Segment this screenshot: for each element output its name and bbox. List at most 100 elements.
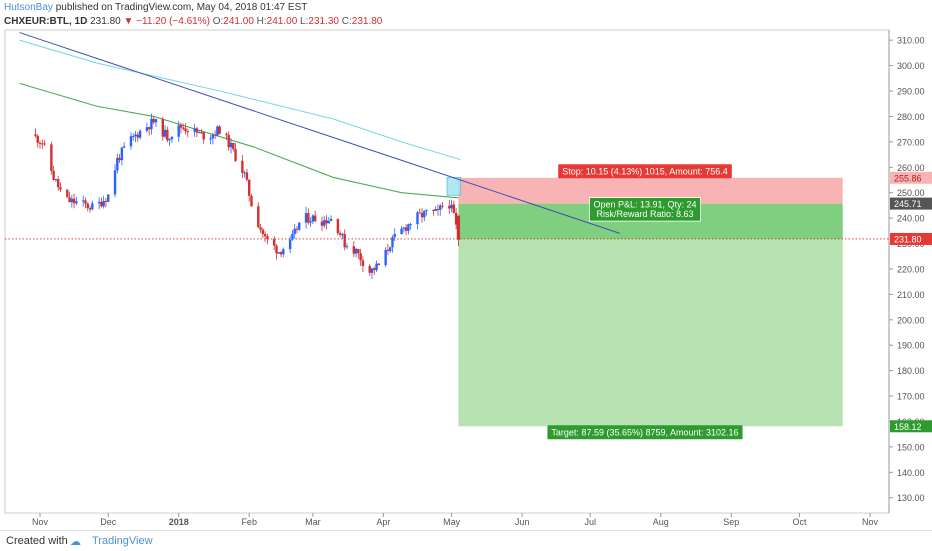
trend-line[interactable] <box>19 32 621 234</box>
y-tick-label: 300.00 <box>897 61 925 71</box>
candle-body <box>122 146 126 148</box>
candle-body <box>41 143 44 145</box>
candle-body <box>161 119 164 137</box>
candle-body <box>425 209 428 211</box>
candle-body <box>88 208 92 210</box>
candle-body <box>423 210 426 218</box>
candle-body <box>257 206 260 228</box>
candle-body <box>182 127 185 129</box>
publish-info: published on TradingView.com, May 04, 20… <box>55 2 308 13</box>
candle-body <box>91 203 94 210</box>
candle-body <box>145 127 149 131</box>
candle-body <box>370 268 374 273</box>
price-tag: 255.86 <box>894 173 922 183</box>
y-tick-label: 180.00 <box>897 366 925 376</box>
target-label-box <box>547 425 743 440</box>
ma-fast-line[interactable] <box>19 82 459 199</box>
candle-body <box>357 248 360 254</box>
candle-body <box>386 249 390 252</box>
target-zone[interactable] <box>458 238 843 427</box>
candle-body <box>184 128 187 132</box>
candle-body <box>129 136 133 147</box>
candle-body <box>375 263 378 271</box>
candle-body <box>216 126 219 136</box>
candle-body <box>391 237 394 248</box>
candle-body <box>245 172 249 180</box>
candle-body <box>266 236 269 240</box>
x-tick-label: Dec <box>100 517 117 527</box>
candles <box>34 113 460 279</box>
y-tick-label: 250.00 <box>897 188 925 198</box>
candle-body <box>154 119 158 123</box>
y-tick-label: 150.00 <box>897 442 925 452</box>
candle-body <box>218 126 221 134</box>
x-tick-label: Nov <box>32 517 49 527</box>
candle-body <box>452 204 456 213</box>
candle-body <box>336 218 340 234</box>
price-tag: 245.71 <box>894 199 922 209</box>
publish-line: HutsonBay published on TradingView.com, … <box>4 2 307 13</box>
candle-body <box>150 118 153 130</box>
x-tick-label: May <box>443 517 461 527</box>
candle-body <box>213 134 217 136</box>
candle-body <box>72 198 76 204</box>
y-tick-label: 130.00 <box>897 493 925 503</box>
candle-body <box>234 149 237 161</box>
candle-body <box>132 136 135 138</box>
candle-body <box>409 224 412 226</box>
candle-body <box>325 220 328 224</box>
ma-slow-line[interactable] <box>19 39 461 161</box>
y-tick-label: 140.00 <box>897 468 925 478</box>
entry-box[interactable] <box>446 177 462 196</box>
price-tag-box <box>890 171 932 184</box>
candle-body <box>373 268 376 271</box>
candle-body <box>388 247 392 252</box>
price-chart[interactable]: 130.00140.00150.00160.00170.00180.00190.… <box>0 0 932 530</box>
candle-body <box>34 134 37 136</box>
author-name[interactable]: HutsonBay <box>4 2 53 13</box>
candle-body <box>134 134 137 137</box>
tradingview-brand[interactable]: TradingView <box>92 535 153 547</box>
candle-body <box>211 134 215 139</box>
high-value: 241.00 <box>266 16 298 27</box>
pnl-box <box>589 197 701 222</box>
candle-body <box>434 208 437 211</box>
candle-body <box>359 253 362 261</box>
candle-body <box>36 135 39 143</box>
price-tag-box <box>890 420 932 433</box>
candle-body <box>68 197 71 203</box>
footer: Created with ☁ TradingView <box>0 530 932 551</box>
y-tick-label: 200.00 <box>897 315 925 325</box>
candle-body <box>298 222 301 230</box>
candle-body <box>418 212 421 214</box>
candle-body <box>282 249 285 255</box>
x-tick-label: Mar <box>305 517 321 527</box>
candle-body <box>384 249 387 266</box>
candle-body <box>454 212 458 225</box>
candle-body <box>309 221 312 223</box>
y-tick-label: 170.00 <box>897 392 925 402</box>
rr-label: Risk/Reward Ratio: 8.63 <box>596 209 693 219</box>
close-label: C: <box>341 16 352 27</box>
candle-body <box>441 205 444 207</box>
candle-body <box>263 234 267 237</box>
down-arrow-icon: ▼ <box>123 16 134 27</box>
candle-body <box>209 138 212 140</box>
candle-body <box>38 142 42 144</box>
x-tick-label: Nov <box>862 517 879 527</box>
candle-body <box>400 228 403 235</box>
candle-body <box>179 125 183 128</box>
candle-body <box>288 239 292 250</box>
candle-body <box>304 213 308 223</box>
candle-body <box>277 252 280 254</box>
candle-body <box>402 227 406 229</box>
close-value: 231.80 <box>351 16 383 27</box>
candle-body <box>261 229 265 235</box>
candle-body <box>377 263 381 266</box>
candle-body <box>327 220 330 224</box>
symbol-name: CHXEUR:BTL, 1D <box>4 16 88 27</box>
candle-body <box>59 187 62 190</box>
candle-body <box>70 198 74 203</box>
candle-body <box>343 234 346 248</box>
candle-body <box>250 195 253 207</box>
